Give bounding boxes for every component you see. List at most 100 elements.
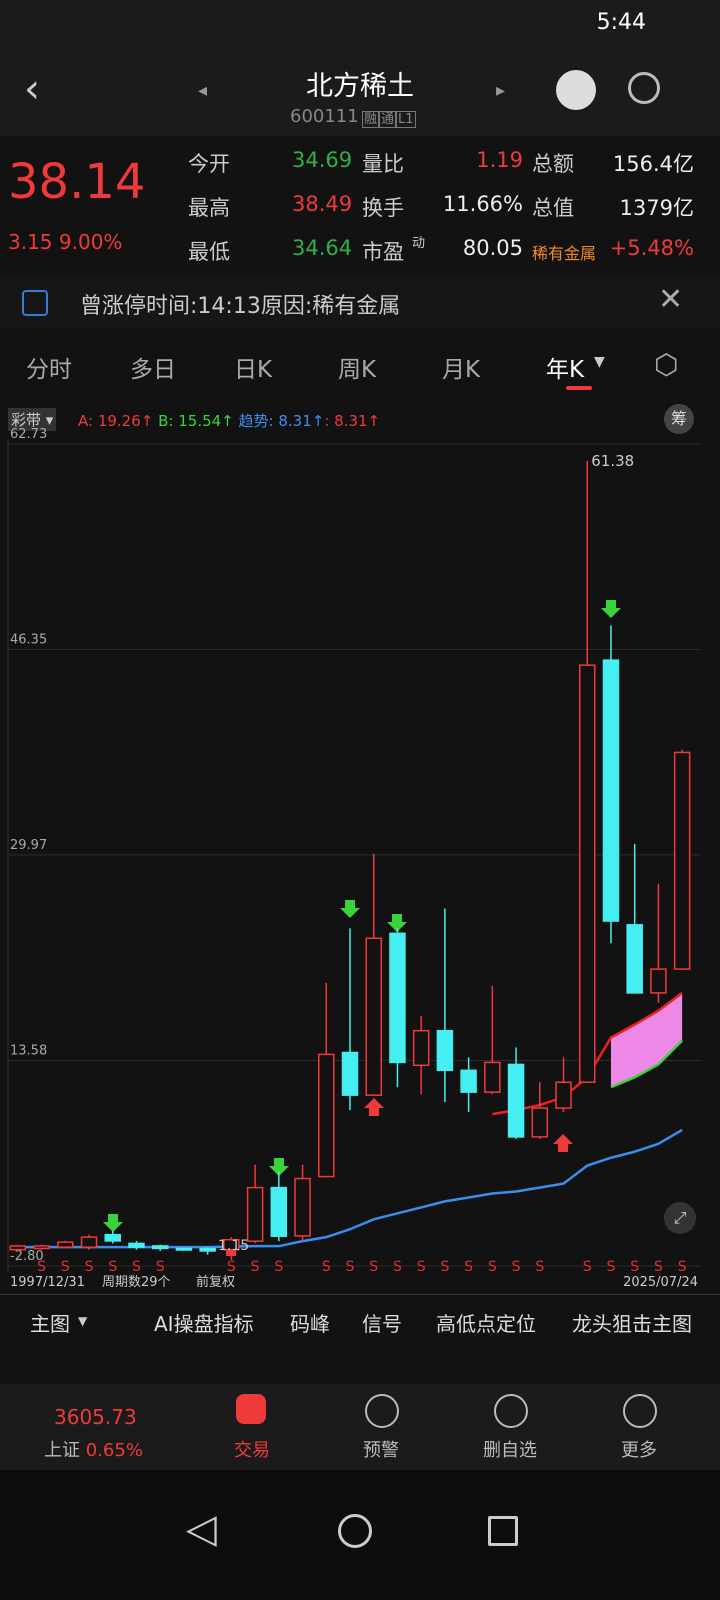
settings-icon[interactable]: ⬡ xyxy=(654,348,679,381)
periods: 周期数29个 xyxy=(102,1275,171,1290)
quote-field: 38.49 xyxy=(292,192,353,216)
stock-code: 600111 xyxy=(290,106,359,127)
nav-label[interactable]: 预警 xyxy=(363,1440,399,1461)
sell-arrow xyxy=(601,600,621,618)
signal-label: S xyxy=(678,1259,687,1275)
candle-body xyxy=(555,1081,572,1109)
candle-body xyxy=(365,937,382,1096)
signal-label: S xyxy=(512,1259,521,1275)
change-value: 3.15 xyxy=(8,230,53,254)
signal-label: S xyxy=(274,1259,283,1275)
signal-label: S xyxy=(132,1259,141,1275)
period-tab[interactable]: 周K xyxy=(338,357,377,383)
tag: L1 xyxy=(396,111,416,128)
end-date: 2025/07/24 xyxy=(623,1275,698,1290)
expand-button[interactable]: ⤢ xyxy=(664,1202,696,1234)
quote-field: 量比 xyxy=(362,152,404,176)
pe-tag: 动 xyxy=(412,236,426,251)
y-tick-label: -2.80 xyxy=(10,1249,44,1264)
candle-body xyxy=(223,1238,240,1251)
quote-field: 稀有金属 xyxy=(532,244,597,263)
sys-recent[interactable] xyxy=(488,1516,518,1546)
sys-home[interactable] xyxy=(338,1514,372,1548)
signal-label: S xyxy=(156,1259,165,1275)
nav-icon[interactable] xyxy=(623,1394,657,1428)
quote-field: 1379亿 xyxy=(619,196,694,220)
toolbar-item[interactable]: 信号 xyxy=(362,1312,402,1336)
notice-bar xyxy=(0,276,720,328)
signal-label: S xyxy=(37,1259,46,1275)
nav-label[interactable]: 删自选 xyxy=(483,1440,537,1461)
quote-field: 市盈 xyxy=(362,240,404,264)
ind-extra: : 8.31↑ xyxy=(324,412,381,430)
index-value[interactable]: 3605.73 xyxy=(54,1405,137,1429)
nav-label[interactable]: 更多 xyxy=(621,1440,657,1461)
quote-field: 1.19 xyxy=(476,148,523,172)
candle-body xyxy=(104,1233,122,1242)
prev-stock[interactable]: ◂ xyxy=(198,80,208,101)
signal-label: S xyxy=(108,1259,117,1275)
candle-body xyxy=(246,1186,264,1242)
signal-label: S xyxy=(322,1259,331,1275)
candle-body xyxy=(80,1236,98,1248)
candle-body xyxy=(33,1245,50,1250)
signal-label: S xyxy=(440,1259,449,1275)
quote-field: 34.64 xyxy=(292,236,353,260)
toolbar-item[interactable]: AI操盘指标 xyxy=(154,1312,254,1336)
nav-label[interactable]: 交易 xyxy=(234,1440,270,1461)
min-label: 1.15 xyxy=(218,1238,249,1254)
candle-body xyxy=(507,1063,525,1138)
signal-label: S xyxy=(654,1259,663,1275)
signal-label: S xyxy=(251,1259,260,1275)
max-label: 61.38 xyxy=(591,452,634,470)
candle-body xyxy=(389,932,406,1064)
signal-label: S xyxy=(346,1259,355,1275)
candle-body xyxy=(412,1029,430,1067)
candle-body xyxy=(9,1245,27,1251)
robot-icon[interactable] xyxy=(556,70,596,110)
candle-body xyxy=(602,659,620,922)
toolbar-item[interactable]: 主图 xyxy=(30,1312,70,1336)
nav-icon[interactable] xyxy=(365,1394,399,1428)
toolbar-item[interactable]: 码峰 xyxy=(290,1312,330,1336)
band-fill xyxy=(610,992,683,1088)
signal-label: S xyxy=(535,1259,544,1275)
candle-body xyxy=(199,1247,216,1252)
band-lower-line xyxy=(610,1039,684,1089)
period-tab[interactable]: 日K xyxy=(234,357,273,383)
search-icon[interactable] xyxy=(628,72,660,104)
sys-back[interactable]: ◁ xyxy=(186,1506,217,1552)
period-tab[interactable]: 年K xyxy=(546,357,585,383)
signal-label: S xyxy=(607,1259,616,1275)
buy-arrow xyxy=(364,1098,384,1116)
back-button[interactable]: ‹ xyxy=(24,66,40,112)
y-tick-label: 62.73 xyxy=(10,427,47,442)
nav-icon[interactable] xyxy=(494,1394,528,1428)
chips-button[interactable]: 筹 xyxy=(664,404,694,434)
period-tab[interactable]: 分时 xyxy=(26,357,72,383)
signal-label: S xyxy=(227,1259,236,1275)
ind-b: B: 15.54↑ xyxy=(158,412,234,430)
period-tab[interactable]: 多日 xyxy=(130,357,176,383)
next-stock[interactable]: ▸ xyxy=(496,80,506,101)
toolbar-item[interactable]: 高低点定位 xyxy=(436,1312,536,1336)
signal-label: S xyxy=(464,1259,473,1275)
quote-field: 最高 xyxy=(188,196,230,220)
toolbar-item[interactable]: 龙头狙击主图 xyxy=(572,1312,692,1336)
nav-icon[interactable] xyxy=(236,1394,266,1424)
indicator-select[interactable]: 彩带 ▾ xyxy=(8,408,57,431)
signal-label: S xyxy=(417,1259,426,1275)
quote-field: 80.05 xyxy=(462,236,523,260)
signal-label: S xyxy=(488,1259,497,1275)
toolbar-caret: ▼ xyxy=(78,1314,88,1328)
period-tab[interactable]: 月K xyxy=(442,357,481,383)
tab-dropdown[interactable]: ▼ xyxy=(594,354,605,370)
indicator-name: 彩带 xyxy=(11,411,42,429)
ind-trend: 趋势: 8.31↑ xyxy=(238,412,325,430)
close-notice[interactable]: ✕ xyxy=(658,282,684,317)
quote-field: 最低 xyxy=(188,240,230,264)
quote-field: 总额 xyxy=(532,152,574,176)
quote-field: 156.4亿 xyxy=(612,152,694,176)
